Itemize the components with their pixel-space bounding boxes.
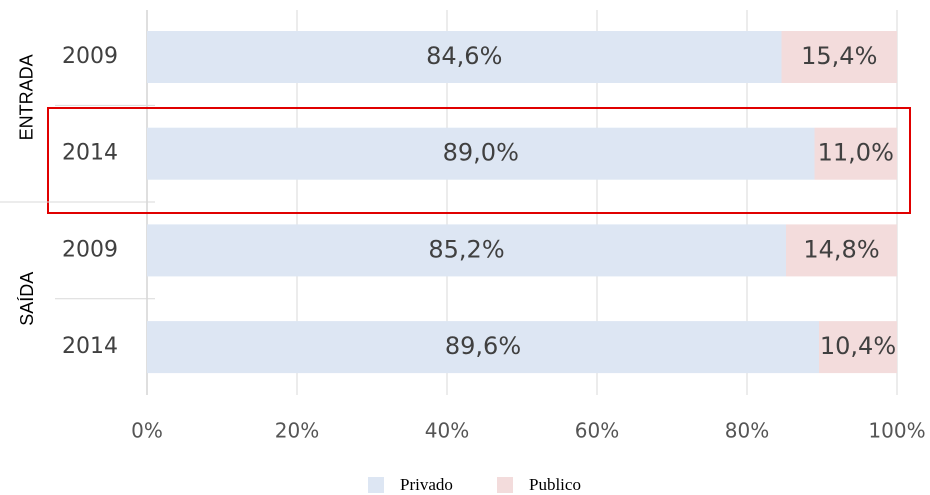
- data-label: 14,8%: [803, 235, 879, 263]
- bar-segment: [814, 127, 897, 180]
- bar-segment: [147, 31, 782, 83]
- data-label: 89,0%: [443, 139, 519, 167]
- bar-segment: [786, 224, 897, 277]
- group-label: ENTRADA: [17, 54, 37, 140]
- x-tick-label: 60%: [575, 419, 619, 443]
- x-tick-label: 40%: [425, 419, 469, 443]
- y-tick-label: 2014: [62, 334, 118, 359]
- y-tick-label: 2014: [62, 141, 118, 166]
- legend-swatch: [497, 477, 513, 493]
- y-tick-label: 2009: [62, 237, 118, 262]
- bar-segment: [147, 224, 786, 277]
- data-label: 84,6%: [426, 42, 502, 70]
- data-label: 85,2%: [428, 235, 504, 263]
- x-tick-label: 0%: [131, 419, 163, 443]
- legend-label: Privado: [400, 475, 453, 494]
- data-label: 89,6%: [445, 332, 521, 360]
- x-tick-label: 20%: [275, 419, 319, 443]
- highlight-box: [47, 107, 911, 214]
- bar-segment: [819, 321, 897, 374]
- bar-segment: [147, 127, 815, 180]
- y-tick-label: 2009: [62, 44, 118, 69]
- bar-segment: [781, 31, 897, 83]
- bar-segment: [147, 321, 819, 374]
- x-tick-label: 100%: [868, 419, 925, 443]
- data-label: 15,4%: [801, 42, 877, 70]
- x-tick-label: 80%: [725, 419, 769, 443]
- data-label: 11,0%: [818, 139, 894, 167]
- group-label: SAÍDA: [17, 272, 37, 326]
- data-label: 10,4%: [820, 332, 896, 360]
- legend-label: Publico: [529, 475, 581, 494]
- legend-swatch: [368, 477, 384, 493]
